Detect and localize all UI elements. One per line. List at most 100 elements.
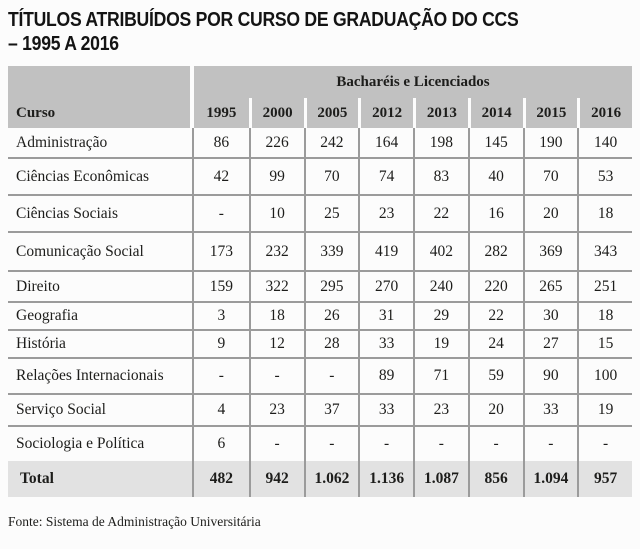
table-cell: 295 bbox=[303, 272, 359, 301]
table-cell: 42 bbox=[213, 167, 230, 185]
titles-by-course-table: Curso Bacharéis e Licenciados 1995 2000 … bbox=[8, 66, 632, 497]
column-header-year-2005: 2005 bbox=[303, 98, 359, 128]
column-header-year-2014: 2014 bbox=[467, 98, 523, 128]
table-row-direito: Direito 159 322 295 270 240 220 265 251 bbox=[8, 270, 632, 301]
column-header-curso: Curso bbox=[8, 66, 194, 128]
table-cell: 23 bbox=[413, 395, 468, 425]
table-cell: 18 bbox=[577, 303, 632, 329]
row-label: Geografia bbox=[8, 303, 194, 329]
table-cell: 9 bbox=[217, 335, 226, 352]
total-cell: 1.136 bbox=[358, 461, 413, 497]
table-cell: 12 bbox=[248, 331, 304, 357]
table-cell: 242 bbox=[303, 128, 359, 157]
table-cell: 70 bbox=[303, 159, 359, 194]
total-cell: 942 bbox=[248, 461, 304, 497]
table-cell: 270 bbox=[358, 272, 413, 301]
table-cell: 70 bbox=[522, 159, 578, 194]
table-cell: 27 bbox=[522, 331, 578, 357]
table-cell: 16 bbox=[467, 196, 523, 231]
table-cell: - bbox=[358, 427, 413, 461]
total-cell: 856 bbox=[467, 461, 523, 497]
table-cell: 24 bbox=[467, 331, 523, 357]
table-cell: 419 bbox=[358, 233, 413, 270]
table-cell: 220 bbox=[467, 272, 523, 301]
table-cell: 86 bbox=[213, 133, 230, 151]
table-cell: 251 bbox=[577, 272, 632, 301]
table-cell: 164 bbox=[358, 128, 413, 157]
row-label: Direito bbox=[8, 272, 194, 301]
table-cell: 3 bbox=[217, 307, 226, 324]
table-cell: 89 bbox=[358, 359, 413, 393]
table-cell: 369 bbox=[522, 233, 578, 270]
row-label: Serviço Social bbox=[8, 395, 194, 425]
table-cell: 31 bbox=[358, 303, 413, 329]
table-cell: 20 bbox=[467, 395, 523, 425]
table-cell: 18 bbox=[577, 196, 632, 231]
table-cell: - bbox=[413, 427, 468, 461]
table-row-sociologia-e-politica: Sociologia e Política 6 - - - - - - - bbox=[8, 425, 632, 461]
table-cell: 6 bbox=[217, 435, 226, 452]
table-cell: 20 bbox=[522, 196, 578, 231]
table-cell: 37 bbox=[303, 395, 359, 425]
table-cell: 23 bbox=[358, 196, 413, 231]
table-row-servico-social: Serviço Social 4 23 37 33 23 20 33 19 bbox=[8, 393, 632, 425]
column-header-year-2016: 2016 bbox=[577, 98, 632, 128]
table-cell: 28 bbox=[303, 331, 359, 357]
table-cell: 25 bbox=[303, 196, 359, 231]
table-cell: - bbox=[248, 427, 304, 461]
column-header-year-2000: 2000 bbox=[248, 98, 304, 128]
row-label: Relações Internacionais bbox=[8, 359, 194, 393]
table-cell: 282 bbox=[467, 233, 523, 270]
table-cell: - bbox=[218, 204, 224, 222]
table-cell: 265 bbox=[522, 272, 578, 301]
table-cell: 90 bbox=[522, 359, 578, 393]
table-row-comunicacao-social: Comunicação Social 173 232 339 419 402 2… bbox=[8, 231, 632, 270]
table-cell: 15 bbox=[577, 331, 632, 357]
page-title-line2: – 1995 A 2016 bbox=[8, 33, 119, 55]
table-cell: 322 bbox=[248, 272, 304, 301]
page-title-line1: TÍTULOS ATRIBUÍDOS POR CURSO DE GRADUAÇÃ… bbox=[8, 9, 519, 31]
table-cell: 226 bbox=[248, 128, 304, 157]
table-cell: 402 bbox=[413, 233, 468, 270]
table-cell: 83 bbox=[413, 159, 468, 194]
table-row-administracao: Administração 86 226 242 164 198 145 190… bbox=[8, 128, 632, 157]
table-row-historia: História 9 12 28 33 19 24 27 15 bbox=[8, 329, 632, 357]
table-cell: 18 bbox=[248, 303, 304, 329]
table-cell: 23 bbox=[248, 395, 304, 425]
column-header-year-2012: 2012 bbox=[358, 98, 413, 128]
table-cell: 33 bbox=[522, 395, 578, 425]
table-cell: 22 bbox=[467, 303, 523, 329]
table-cell: 22 bbox=[413, 196, 468, 231]
table-cell: 99 bbox=[248, 159, 304, 194]
row-label: Sociologia e Política bbox=[8, 427, 194, 461]
table-cell: 100 bbox=[577, 359, 632, 393]
table-cell: - bbox=[248, 359, 304, 393]
table-cell: 198 bbox=[413, 128, 468, 157]
page: TÍTULOS ATRIBUÍDOS POR CURSO DE GRADUAÇÃ… bbox=[8, 9, 632, 529]
table-row-relacoes-internacionais: Relações Internacionais - - - 89 71 59 9… bbox=[8, 357, 632, 393]
table-cell: 59 bbox=[467, 359, 523, 393]
table-cell: 40 bbox=[467, 159, 523, 194]
source-note: Fonte: Sistema de Administração Universi… bbox=[8, 514, 261, 529]
column-header-year-2015: 2015 bbox=[522, 98, 578, 128]
group-header-bachareis-licenciados: Bacharéis e Licenciados bbox=[194, 66, 632, 98]
table-cell: 29 bbox=[413, 303, 468, 329]
total-cell: 957 bbox=[577, 461, 632, 497]
row-label: Ciências Econômicas bbox=[8, 159, 194, 194]
table-cell: 19 bbox=[413, 331, 468, 357]
table-cell: 339 bbox=[303, 233, 359, 270]
total-cell: 1.062 bbox=[303, 461, 359, 497]
table-cell: 232 bbox=[248, 233, 304, 270]
table-cell: 71 bbox=[413, 359, 468, 393]
row-label: Ciências Sociais bbox=[8, 196, 194, 231]
table-header: Curso Bacharéis e Licenciados 1995 2000 … bbox=[8, 66, 632, 128]
table-cell: 53 bbox=[577, 159, 632, 194]
table-row-ciencias-sociais: Ciências Sociais - 10 25 23 22 16 20 18 bbox=[8, 194, 632, 231]
row-label: Comunicação Social bbox=[8, 233, 194, 270]
column-header-year-1995: 1995 bbox=[194, 98, 249, 128]
total-cell: 1.087 bbox=[413, 461, 468, 497]
table-cell: - bbox=[218, 367, 224, 384]
table-cell: 10 bbox=[248, 196, 304, 231]
table-cell: - bbox=[303, 359, 359, 393]
table-cell: 30 bbox=[522, 303, 578, 329]
